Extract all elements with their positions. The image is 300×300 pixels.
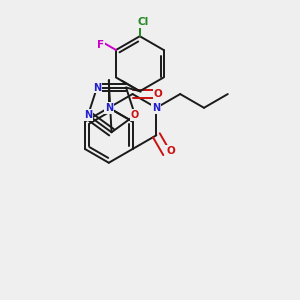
Text: O: O [154, 89, 163, 99]
Text: Cl: Cl [137, 17, 148, 27]
Text: O: O [166, 146, 175, 156]
Text: F: F [97, 40, 104, 50]
Text: N: N [84, 110, 92, 120]
Text: O: O [131, 110, 139, 120]
Text: N: N [152, 103, 160, 113]
Text: N: N [93, 82, 101, 92]
Text: N: N [105, 103, 113, 113]
